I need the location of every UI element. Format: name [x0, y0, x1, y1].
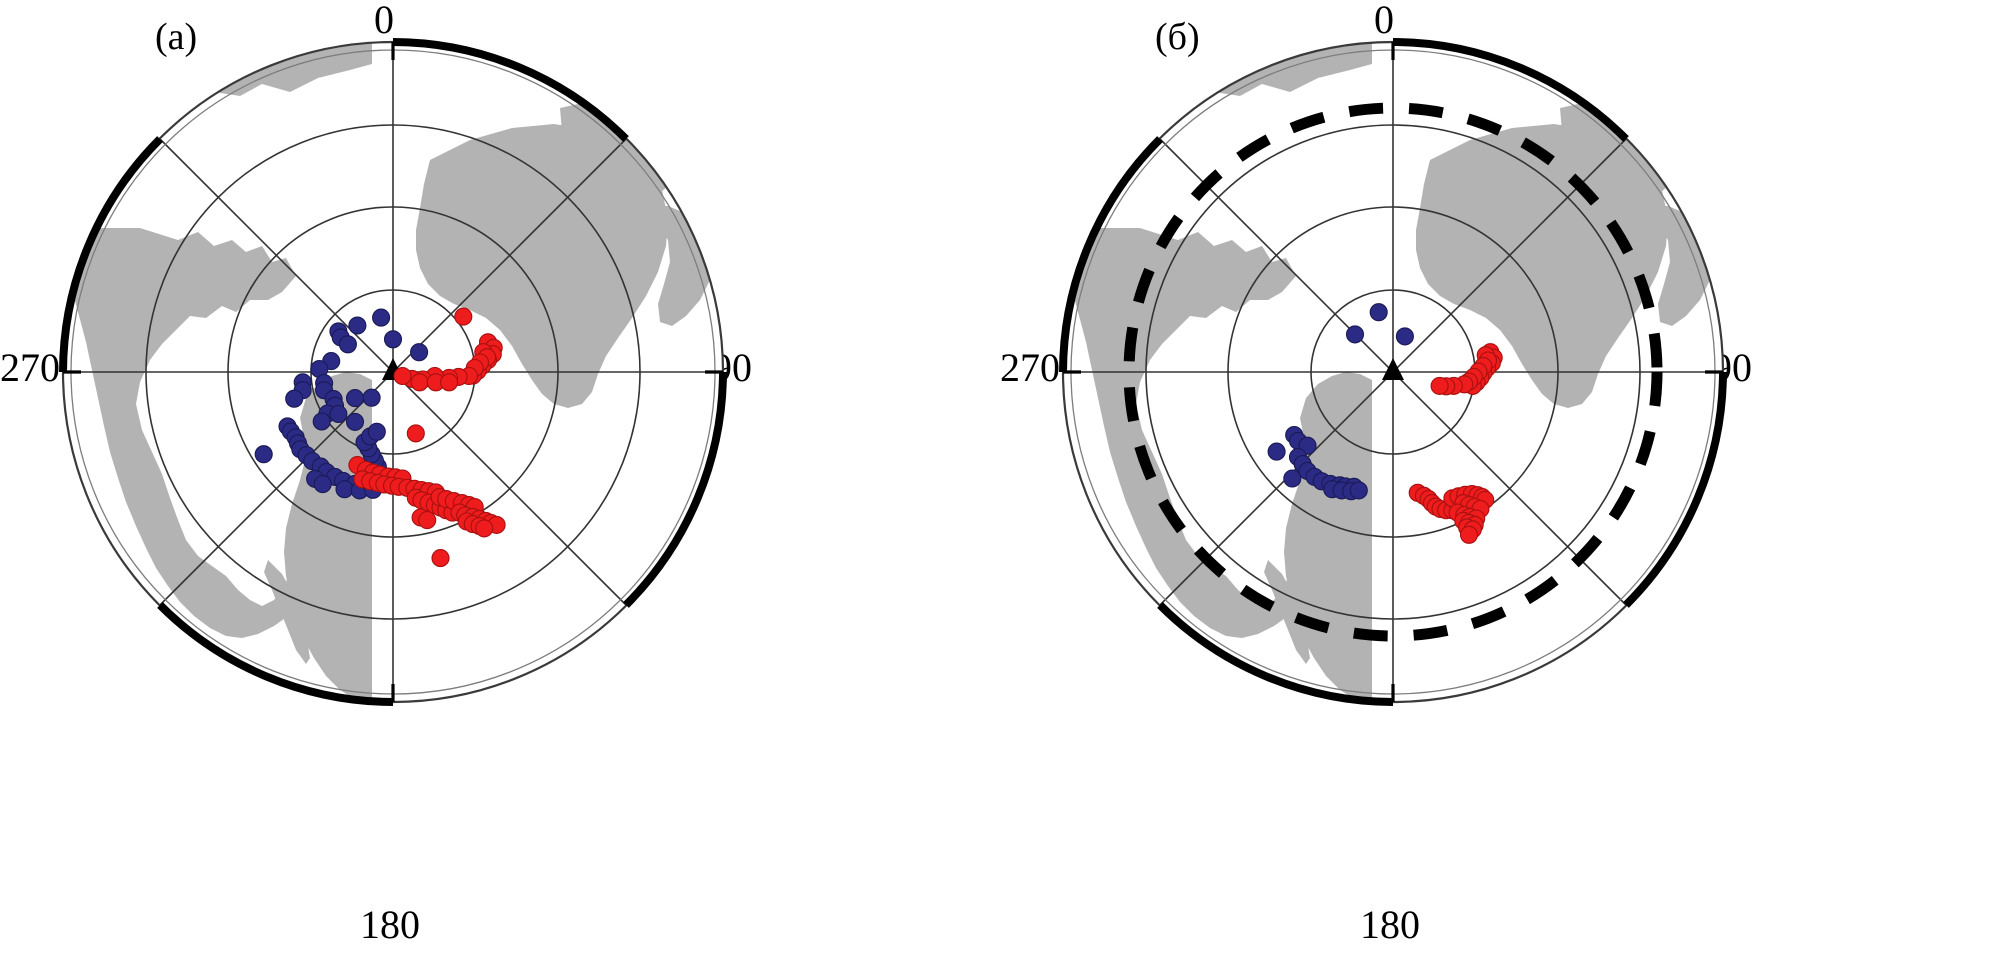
datapoint-red	[418, 511, 437, 530]
datapoint-red	[406, 424, 425, 443]
landmass-kamchatka	[264, 560, 310, 664]
landmass-island-5	[1581, 231, 1591, 241]
landmass-new-zealand	[1404, 858, 1438, 904]
datapoint-blue	[335, 480, 354, 499]
datapoint-blue	[313, 475, 332, 494]
datapoint-red	[475, 519, 494, 538]
landmass-eurasia-west	[63, 228, 372, 638]
panel-a-angle-label-270: 270	[0, 345, 60, 390]
panel-a-datapoints	[254, 307, 506, 568]
datapoint-blue	[345, 412, 365, 431]
landmass-island-2	[1541, 181, 1551, 191]
datapoint-red	[1430, 376, 1449, 395]
datapoint-blue	[1349, 481, 1368, 500]
datapoint-blue	[410, 343, 429, 362]
thick-arc-ne	[1392, 38, 1629, 142]
panel-b-dashed-circle-72	[1123, 102, 1663, 642]
landmass-indonesia	[236, 730, 346, 778]
panel-b-ticks	[1063, 42, 1723, 702]
thick-arc-sw	[157, 602, 394, 706]
thick-arc-nw	[59, 136, 163, 373]
landmass-north-rim	[1063, 42, 1372, 230]
thick-arc-se	[623, 371, 727, 608]
landmass-island-6	[1608, 264, 1616, 272]
landmass-australia	[182, 736, 348, 882]
panel-b-datapoints	[1267, 303, 1503, 544]
landmass-island-4	[1482, 248, 1490, 256]
panel-b-landmass-group	[1063, 42, 1714, 930]
landmass-north-rim	[63, 42, 372, 230]
panel-b-angle-label-180: 180	[1360, 902, 1420, 947]
landmass-island-5	[581, 231, 591, 241]
landmass-island-1	[501, 201, 515, 215]
datapoint-red	[410, 373, 429, 392]
panel-a-landmass-group	[63, 42, 714, 930]
landmass-new-zealand-south	[434, 900, 458, 930]
datapoint-red	[431, 549, 450, 568]
landmass-new-zealand	[404, 858, 438, 904]
panel-b-svg	[1059, 38, 1727, 930]
datapoint-blue	[285, 389, 304, 408]
datapoint-blue	[362, 388, 381, 407]
landmass-island-4	[482, 248, 490, 256]
panel-a-ticks	[63, 42, 723, 702]
datapoint-blue	[1369, 303, 1388, 322]
datapoint-blue	[372, 308, 391, 327]
datapoint-blue	[338, 335, 357, 354]
landmass-island-3	[446, 226, 458, 238]
landmass-eurasia-west	[1063, 228, 1372, 638]
datapoint-blue	[1345, 325, 1365, 344]
landmass-australia	[1182, 736, 1348, 882]
datapoint-red	[1459, 525, 1479, 544]
panel-a-angle-label-0: 0	[374, 0, 394, 42]
datapoint-blue	[329, 404, 348, 424]
datapoint-red	[440, 373, 459, 392]
landmass-island-6	[608, 264, 616, 272]
panel-b-angle-label-270: 270	[1000, 345, 1060, 390]
datapoint-blue	[367, 422, 386, 441]
panel-b-plot	[1000, 0, 2000, 953]
thick-arc-nw	[1059, 136, 1163, 373]
datapoint-red	[393, 366, 412, 386]
panel-a: (а) 0 90 180 270 30 60 90	[0, 0, 1000, 953]
datapoint-blue	[383, 330, 403, 349]
panel-a-angle-label-180: 180	[360, 902, 420, 947]
panel-a-plot	[0, 0, 1000, 953]
datapoint-blue	[254, 445, 273, 464]
datapoint-blue	[1283, 469, 1302, 488]
landmass-island-3	[1446, 226, 1458, 238]
panel-a-svg	[59, 38, 727, 930]
panel-b-label: (б)	[1155, 16, 1200, 58]
landmass-kamchatka	[1264, 560, 1310, 664]
thick-arc-sw	[1157, 602, 1394, 706]
landmass-new-zealand-south	[1434, 900, 1458, 930]
panel-b-center-marker	[1382, 358, 1404, 380]
datapoint-blue	[312, 412, 331, 431]
datapoint-red	[454, 307, 473, 326]
landmass-island-2	[541, 181, 551, 191]
datapoint-blue	[345, 389, 365, 408]
datapoint-blue	[1267, 442, 1286, 461]
panel-b-angle-label-0: 0	[1374, 0, 1394, 42]
panel-b: (б) 0 90 180 270 30 60 72 90	[1000, 0, 2000, 953]
landmass-island-1	[1501, 201, 1515, 215]
panel-a-label: (а)	[155, 16, 198, 58]
landmass-indonesia	[1236, 730, 1346, 778]
datapoint-blue	[1395, 327, 1414, 346]
thick-arc-ne	[392, 38, 629, 142]
thick-arc-se	[1623, 371, 1727, 608]
datapoint-blue	[348, 316, 367, 335]
